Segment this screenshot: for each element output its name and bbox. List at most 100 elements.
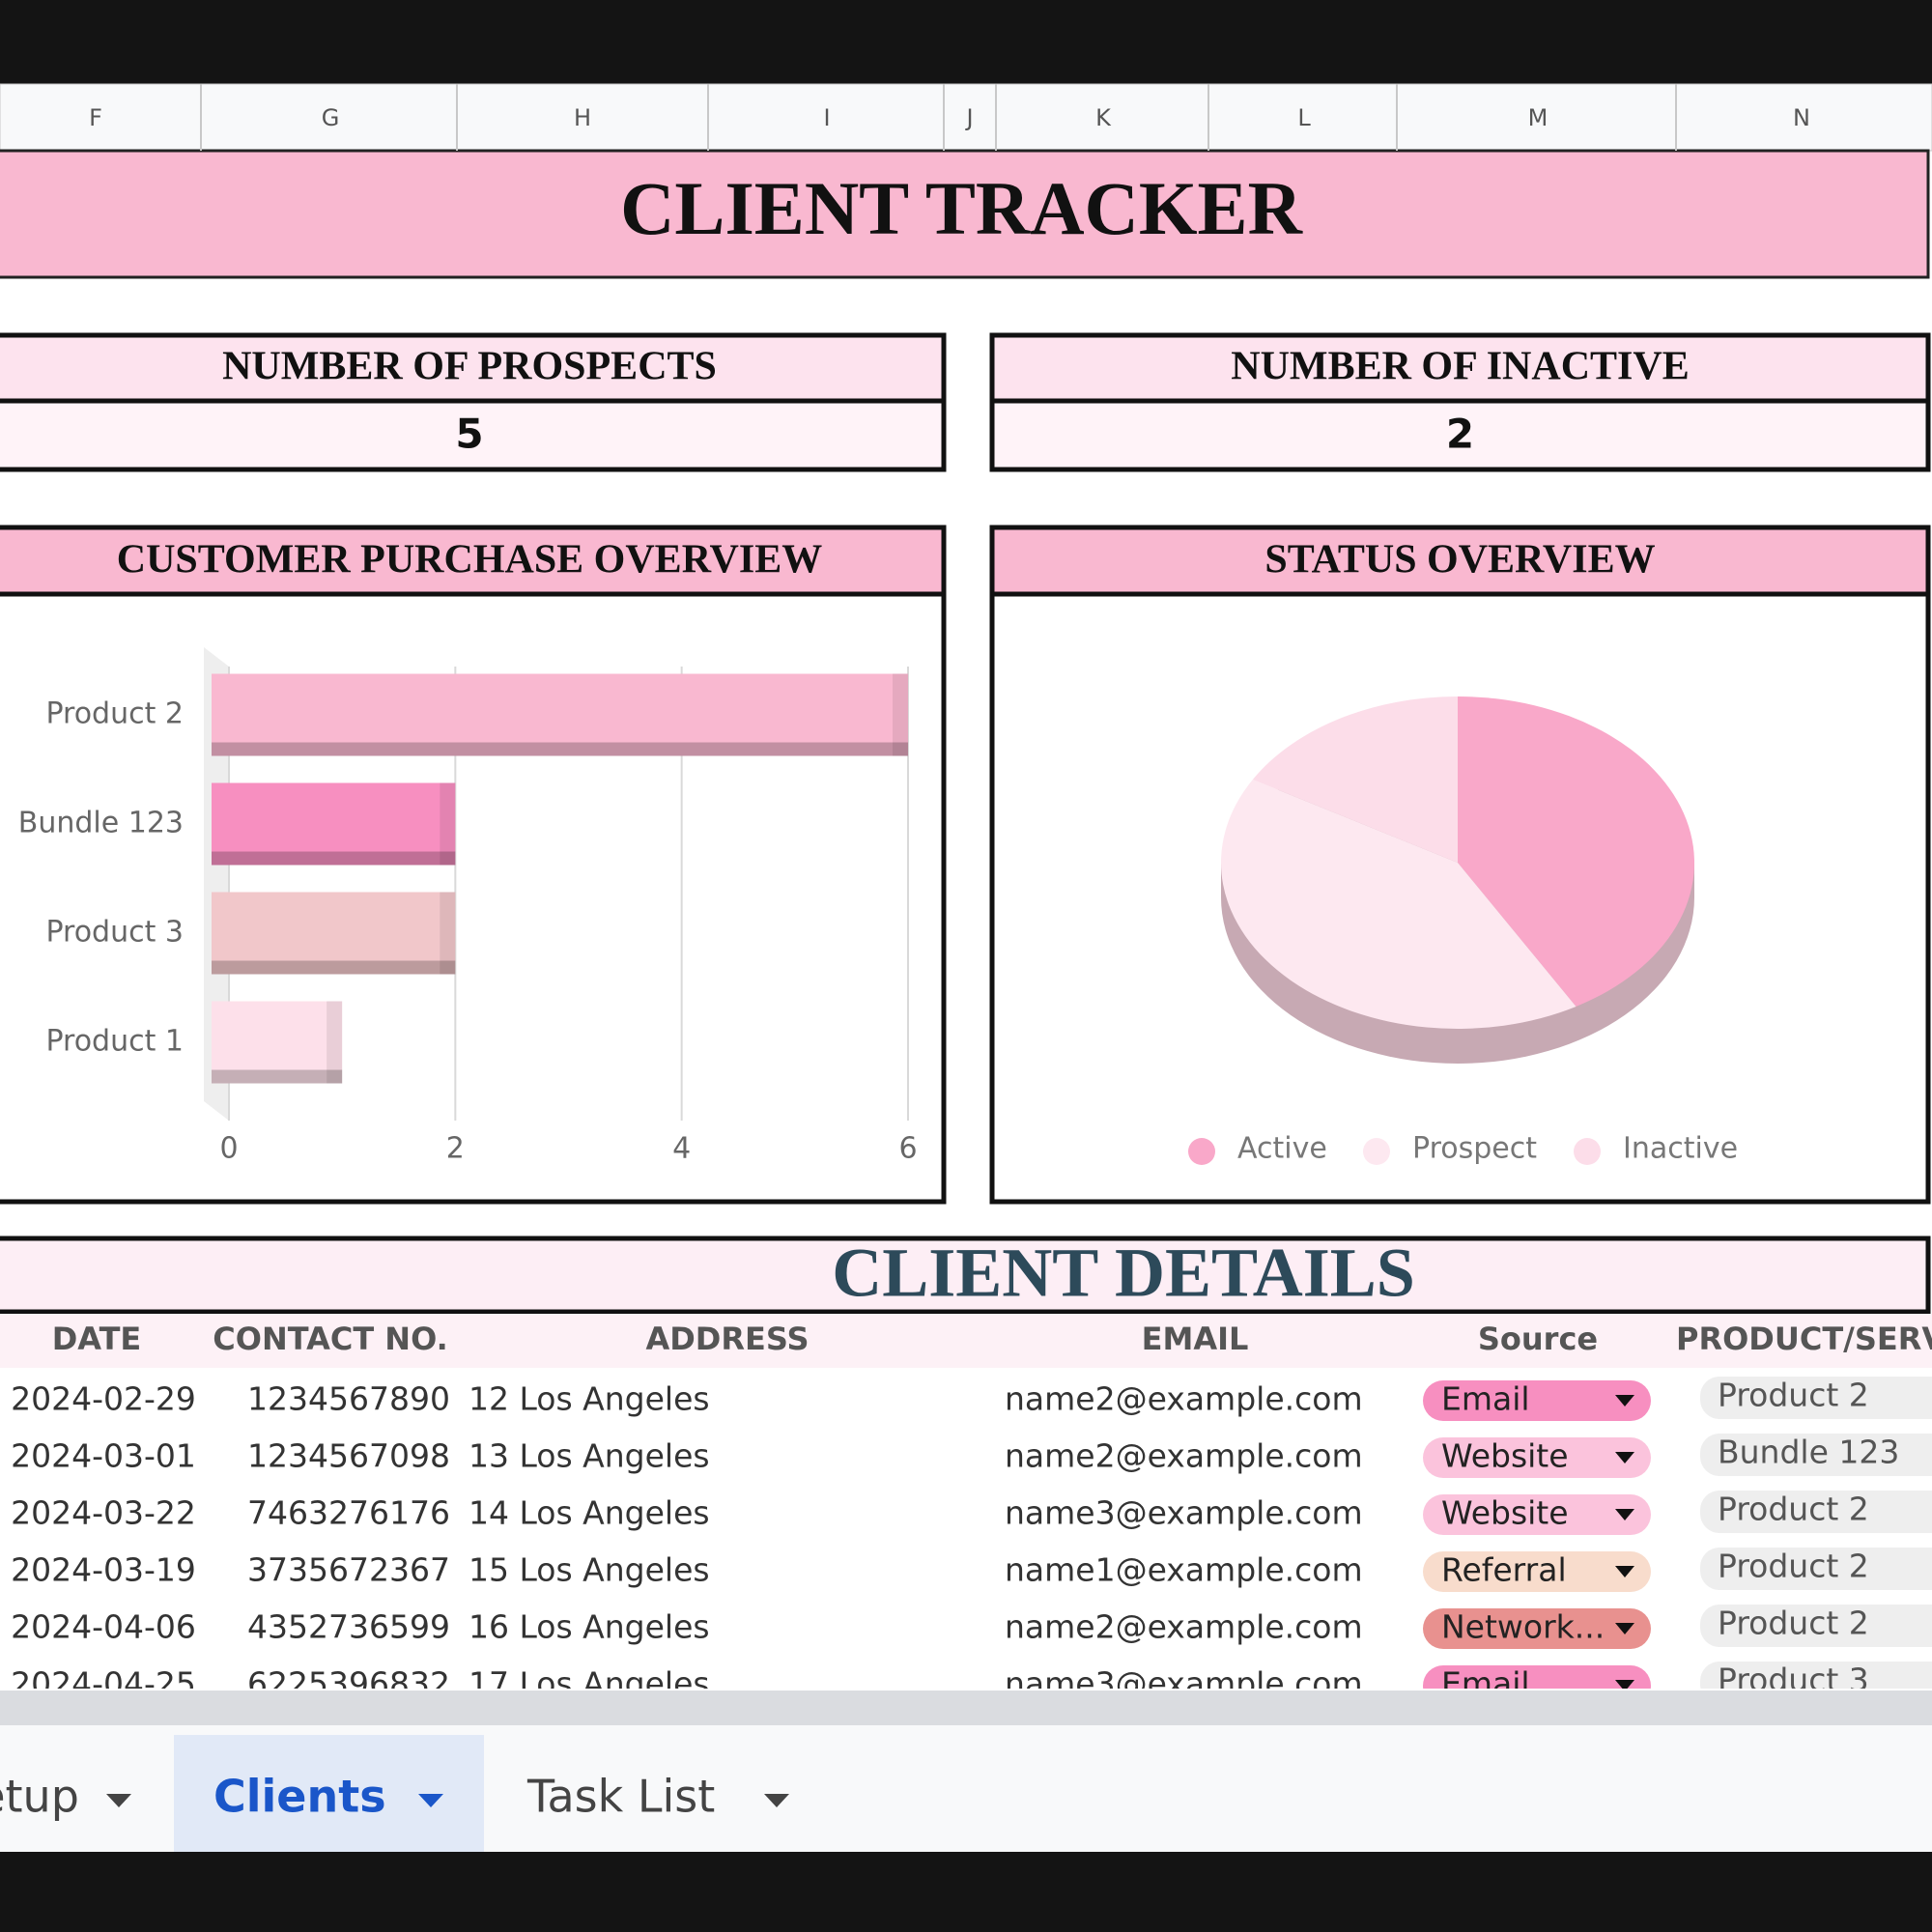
email-cell: name3@example.com: [1005, 1494, 1363, 1532]
product-value: Product 2: [1718, 1605, 1869, 1642]
email-cell: name3@example.com: [1005, 1665, 1363, 1703]
x-tick-label: 2: [446, 1132, 465, 1166]
bar: [212, 673, 908, 756]
source-value: Website: [1441, 1437, 1569, 1475]
source-value: Referral: [1441, 1551, 1567, 1589]
source-value: Email: [1441, 1380, 1530, 1418]
chart-header: [989, 525, 1931, 597]
dropdown-arrow: [1615, 1680, 1634, 1689]
kpi-value-cell: [989, 398, 1931, 472]
y-tick-label: Product 3: [45, 916, 184, 950]
column-heading: PRODUCT/SERVICE: [1676, 1321, 1932, 1357]
sheet-tab[interactable]: Task List: [526, 1771, 715, 1823]
kpi-value: 2: [1446, 411, 1474, 458]
legend-label: Active: [1237, 1132, 1327, 1166]
address-cell: 12 Los Angeles: [469, 1380, 710, 1418]
contact-cell: 4352736599: [247, 1608, 450, 1646]
column-heading: EMAIL: [1142, 1321, 1249, 1357]
email-cell: name2@example.com: [1005, 1437, 1363, 1475]
bar: [212, 782, 456, 866]
date-cell: 2024-04-06: [11, 1608, 196, 1646]
bar-end: [893, 673, 908, 756]
kpi-label: NUMBER OF PROSPECTS: [222, 345, 717, 389]
bar-shade: [212, 851, 456, 866]
y-tick-label: Product 2: [45, 697, 184, 731]
bar-end: [440, 782, 456, 866]
bar-end: [440, 892, 456, 975]
source-chip[interactable]: [1423, 1494, 1651, 1535]
kpi-header: [0, 332, 947, 404]
email-cell: name1@example.com: [1005, 1551, 1363, 1589]
bar-shade: [212, 1069, 343, 1084]
address-cell: 15 Los Angeles: [469, 1551, 710, 1589]
column-letter: K: [1095, 104, 1112, 131]
column-letter: H: [574, 104, 591, 131]
bar: [212, 892, 456, 975]
contact-cell: 3735672367: [247, 1551, 450, 1589]
pie-slice: [1458, 696, 1694, 1007]
address-cell: 17 Los Angeles: [469, 1665, 710, 1703]
contact-cell: 6225396832: [247, 1665, 450, 1703]
product-chip[interactable]: [1700, 1434, 1932, 1476]
details-title-bar: [0, 1236, 1931, 1315]
column-letter: J: [964, 104, 973, 131]
legend-label: Inactive: [1623, 1132, 1738, 1166]
y-tick-label: Product 1: [45, 1025, 184, 1059]
horizontal-scrollbar: [0, 1690, 1932, 1725]
product-value: Product 2: [1718, 1491, 1869, 1528]
product-chip[interactable]: [1700, 1605, 1932, 1647]
sheet-tab[interactable]: Clients: [213, 1771, 386, 1823]
email-cell: name2@example.com: [1005, 1380, 1363, 1418]
bar-shade: [212, 960, 456, 975]
pie-slice: [1221, 780, 1577, 1029]
tab-menu-arrow[interactable]: [764, 1794, 789, 1807]
source-chip[interactable]: [1423, 1437, 1651, 1478]
product-chip[interactable]: [1700, 1548, 1932, 1590]
product-chip[interactable]: [1700, 1377, 1932, 1419]
column-header-bar: [0, 83, 1932, 152]
product-chip[interactable]: [1700, 1662, 1932, 1704]
product-value: Product 2: [1718, 1548, 1869, 1585]
column-letter: I: [823, 104, 830, 131]
sheet-tab[interactable]: Setup: [0, 1771, 79, 1823]
title-bar: [0, 149, 1930, 279]
email-cell: name2@example.com: [1005, 1608, 1363, 1646]
source-value: Website: [1441, 1494, 1569, 1532]
dropdown-arrow: [1615, 1566, 1634, 1577]
source-value: Email: [1441, 1665, 1530, 1703]
pie-slice: [1252, 696, 1458, 863]
legend-label: Prospect: [1412, 1132, 1537, 1166]
date-cell: 2024-03-01: [11, 1437, 196, 1475]
tab-menu-arrow[interactable]: [106, 1794, 131, 1807]
date-cell: 2024-02-29: [11, 1380, 196, 1418]
date-cell: 2024-04-25: [11, 1665, 196, 1703]
dropdown-arrow: [1615, 1623, 1634, 1634]
sheet-title: CLIENT TRACKER: [620, 166, 1303, 250]
chart-frame: [0, 525, 947, 1205]
address-cell: 13 Los Angeles: [469, 1437, 710, 1475]
column-heading: ADDRESS: [645, 1321, 809, 1357]
contact-cell: 1234567890: [247, 1380, 450, 1418]
date-cell: 2024-03-22: [11, 1494, 196, 1532]
product-chip[interactable]: [1700, 1491, 1932, 1533]
tab-menu-arrow[interactable]: [418, 1794, 443, 1807]
column-heading: Source: [1478, 1321, 1598, 1357]
source-chip[interactable]: [1423, 1380, 1651, 1421]
source-chip[interactable]: [1423, 1665, 1651, 1706]
table-header-row: [0, 1314, 1932, 1368]
x-tick-label: 4: [672, 1132, 691, 1166]
contact-cell: 1234567098: [247, 1437, 450, 1475]
column-heading: DATE: [52, 1321, 142, 1357]
contact-cell: 7463276176: [247, 1494, 450, 1532]
source-chip[interactable]: [1423, 1608, 1651, 1649]
y-tick-label: Bundle 123: [18, 807, 184, 840]
source-chip[interactable]: [1423, 1551, 1651, 1592]
column-letter: M: [1528, 104, 1548, 131]
active-tab: [174, 1735, 484, 1852]
kpi-value: 5: [455, 411, 483, 458]
chart-header: [0, 525, 947, 597]
chart-title: STATUS OVERVIEW: [1264, 538, 1655, 582]
dropdown-arrow: [1615, 1452, 1634, 1463]
